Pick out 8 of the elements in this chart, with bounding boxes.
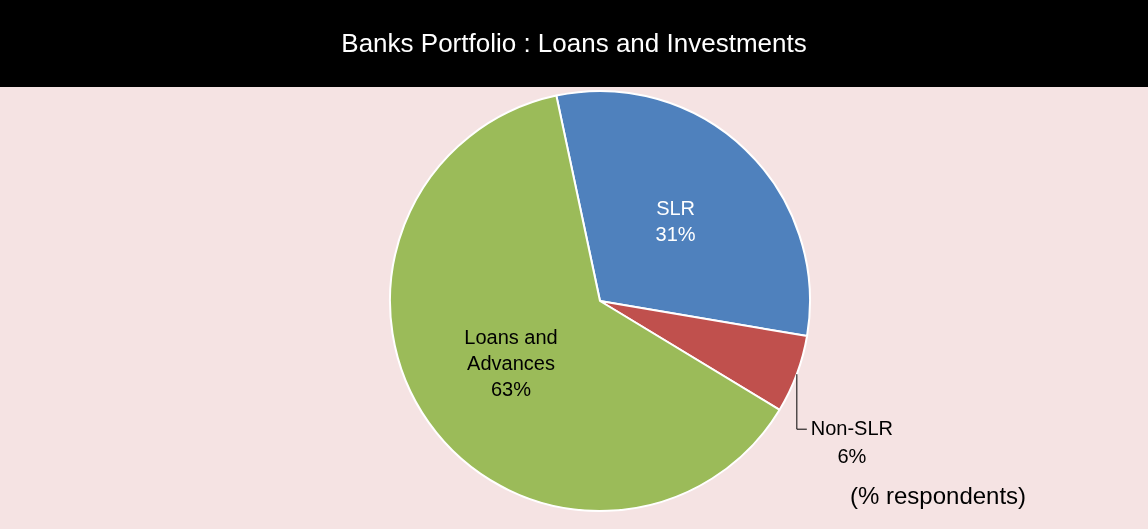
data-label: 63% bbox=[490, 377, 532, 400]
chart-title: Banks Portfolio : Loans and Investments bbox=[0, 0, 1148, 87]
slice-label: SLR bbox=[656, 196, 696, 219]
data-label: 6% bbox=[837, 444, 867, 467]
data-label: 31% bbox=[655, 222, 696, 245]
slice-label: Non-SLR bbox=[810, 416, 893, 439]
slice-label: Loans and Advances bbox=[464, 325, 558, 374]
text: (% respondents) bbox=[850, 481, 1027, 509]
